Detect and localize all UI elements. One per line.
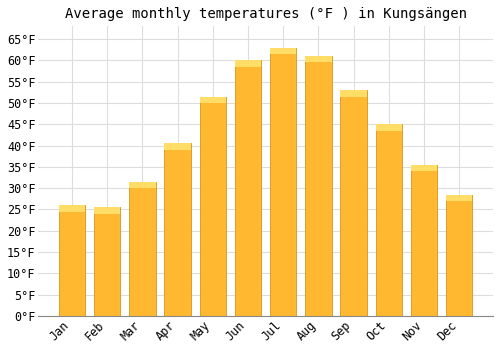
Bar <box>411 165 437 316</box>
Bar <box>235 60 261 67</box>
Bar <box>94 207 120 214</box>
Bar <box>376 124 402 131</box>
Bar <box>200 97 226 316</box>
Bar <box>94 207 120 316</box>
Bar <box>164 144 191 316</box>
Bar <box>305 56 332 316</box>
Bar <box>164 144 191 150</box>
Bar <box>446 195 472 316</box>
Bar <box>340 90 367 97</box>
Bar <box>270 48 296 316</box>
Bar <box>130 182 156 316</box>
Bar <box>340 90 367 316</box>
Bar <box>235 60 261 316</box>
Bar <box>59 205 86 212</box>
Bar <box>130 182 156 188</box>
Bar <box>305 56 332 63</box>
Bar <box>446 195 472 201</box>
Title: Average monthly temperatures (°F ) in Kungsängen: Average monthly temperatures (°F ) in Ku… <box>64 7 466 21</box>
Bar <box>270 48 296 54</box>
Bar <box>376 124 402 316</box>
Bar <box>411 165 437 171</box>
Bar <box>200 97 226 103</box>
Bar <box>59 205 86 316</box>
